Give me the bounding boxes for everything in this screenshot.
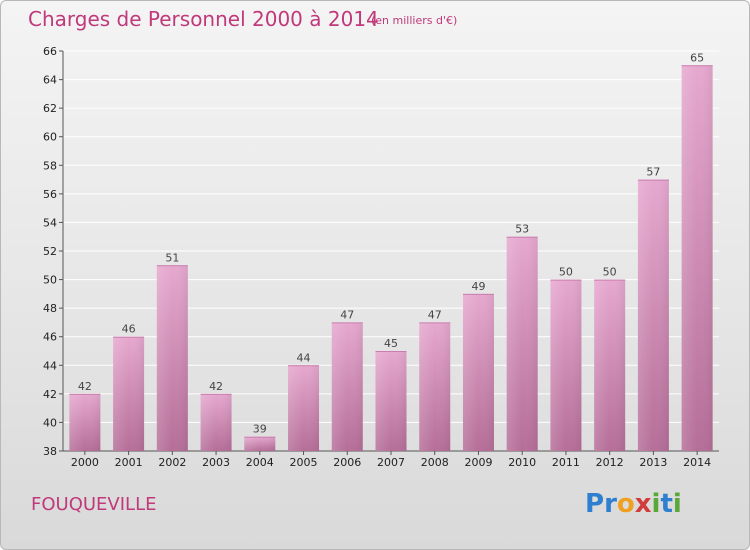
data-label: 50 (559, 266, 573, 279)
y-tick-label: 58 (43, 159, 57, 172)
x-tick-label: 2012 (596, 456, 624, 469)
bar-shade (156, 265, 188, 451)
data-label: 39 (253, 423, 267, 436)
bar-shade (419, 322, 451, 451)
x-tick-label: 2001 (115, 456, 143, 469)
y-tick-label: 46 (43, 331, 57, 344)
data-label: 65 (690, 51, 704, 64)
bar-shade (594, 279, 626, 451)
x-tick-label: 2013 (639, 456, 667, 469)
y-tick-label: 54 (43, 216, 57, 229)
x-tick-label: 2000 (71, 456, 99, 469)
y-tick-label: 48 (43, 302, 57, 315)
bar-shade (375, 351, 407, 451)
data-label: 51 (165, 251, 179, 264)
label-layer: 42 46 51 42 39 44 47 45 47 49 53 50 50 57 65 (78, 51, 704, 435)
x-tick-label: 2011 (552, 456, 580, 469)
chart-subtitle: (en milliers d'€) (371, 14, 458, 27)
x-tick-label: 2004 (246, 456, 274, 469)
y-tick-label: 40 (43, 416, 57, 429)
data-label: 45 (384, 337, 398, 350)
x-tick-label: 2010 (508, 456, 536, 469)
bar-shade (200, 393, 232, 451)
data-label: 50 (603, 266, 617, 279)
data-label: 44 (297, 351, 311, 364)
y-tick-label: 38 (43, 445, 57, 458)
data-label: 47 (340, 308, 354, 321)
data-label: 49 (471, 280, 485, 293)
y-tick-label: 42 (43, 388, 57, 401)
bar-shade (506, 236, 538, 451)
bar-shade (113, 336, 145, 451)
x-tick-label: 2002 (158, 456, 186, 469)
data-label: 42 (209, 380, 223, 393)
y-tick-label: 64 (43, 74, 57, 87)
data-label: 53 (515, 223, 529, 236)
bar-layer (69, 65, 713, 452)
y-tick-label: 50 (43, 274, 57, 287)
chart-title: Charges de Personnel 2000 à 2014 (28, 7, 379, 31)
x-tick-label: 2008 (421, 456, 449, 469)
bar-shade (69, 393, 101, 451)
x-tick-label: 2007 (377, 456, 405, 469)
y-tick-label: 62 (43, 102, 57, 115)
x-tick-label: 2003 (202, 456, 230, 469)
bar-shade (244, 436, 276, 451)
y-tick-label: 60 (43, 131, 57, 144)
y-tick-label: 56 (43, 188, 57, 201)
x-tick-label: 2014 (683, 456, 711, 469)
bar-shade (331, 322, 363, 451)
data-label: 47 (428, 308, 442, 321)
bar-shade (637, 179, 669, 452)
commune-name: FOUQUEVILLE (31, 494, 157, 515)
y-tick-label: 66 (43, 45, 57, 58)
proxiti-logo: Proxiti (585, 489, 682, 519)
y-tick-label: 44 (43, 359, 57, 372)
bar-shade (288, 365, 320, 451)
y-tick-label: 52 (43, 245, 57, 258)
data-label: 42 (78, 380, 92, 393)
bar-shade (681, 65, 713, 452)
data-label: 57 (646, 166, 660, 179)
bar-shade (550, 279, 582, 451)
x-tick-label: 2005 (290, 456, 318, 469)
x-tick-label: 2009 (464, 456, 492, 469)
x-tick-label: 2006 (333, 456, 361, 469)
bar-shade (462, 293, 494, 451)
data-label: 46 (122, 323, 136, 336)
